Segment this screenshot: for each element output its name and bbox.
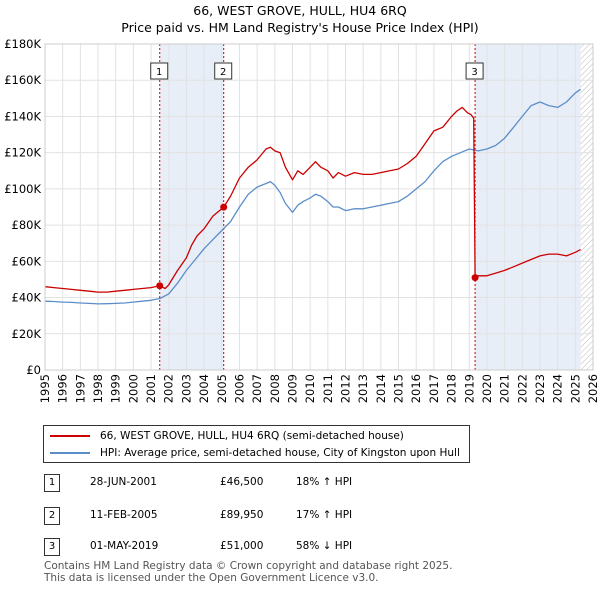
legend-swatch-property (50, 435, 90, 437)
legend-item-hpi: HPI: Average price, semi-detached house,… (44, 444, 460, 462)
x-tick-label: 2024 (551, 374, 565, 403)
x-tick-label: 2014 (374, 374, 388, 403)
forecast-hatch (580, 44, 593, 370)
x-tick-label: 2020 (480, 374, 494, 403)
x-tick-label: 1999 (109, 374, 123, 403)
sale-point (471, 274, 479, 282)
x-tick-label: 2017 (427, 374, 441, 403)
x-tick-label: 2019 (462, 374, 476, 403)
sale-marker-box (465, 62, 484, 80)
y-tick-label: £0 (26, 363, 41, 377)
x-tick-label: 2013 (356, 374, 370, 403)
x-tick-label: 2002 (162, 374, 176, 403)
transaction-hpi: 58% ↓ HPI (296, 540, 353, 552)
x-tick-label: 1995 (38, 374, 52, 403)
chart-legend: 66, WEST GROVE, HULL, HU4 6RQ (semi-deta… (43, 425, 470, 463)
x-tick-label: 2000 (126, 374, 140, 403)
sale-marker-box (150, 62, 169, 80)
y-tick-label: £20K (12, 327, 42, 341)
x-tick-label: 2005 (215, 374, 229, 403)
transaction-price: £51,000 (220, 540, 264, 552)
x-tick-label: 2015 (392, 374, 406, 403)
x-tick-label: 2010 (303, 374, 317, 403)
transaction-number: 1 (44, 474, 60, 492)
legend-swatch-hpi (50, 452, 90, 454)
y-tick-label: £40K (12, 291, 42, 305)
x-tick-label: 2008 (268, 374, 282, 403)
transaction-date: 01-MAY-2019 (90, 540, 159, 552)
legend-label-hpi: HPI: Average price, semi-detached house,… (100, 447, 460, 459)
transaction-number: 2 (44, 507, 60, 525)
x-tick-label: 2009 (285, 374, 299, 403)
y-tick-label: £140K (4, 109, 41, 123)
footer-licence: This data is licensed under the Open Gov… (44, 572, 379, 584)
sale-marker-box (214, 62, 233, 80)
x-tick-label: 2003 (179, 374, 193, 403)
y-tick-label: £100K (4, 182, 41, 196)
x-tick-label: 2016 (409, 374, 423, 403)
transaction-hpi: 17% ↑ HPI (296, 509, 353, 521)
y-tick-label: £80K (12, 218, 42, 232)
sale-point (156, 282, 164, 290)
x-tick-label: 1997 (73, 374, 87, 403)
x-tick-label: 2011 (321, 374, 335, 403)
transaction-number: 3 (44, 538, 60, 556)
x-tick-label: 2006 (232, 374, 246, 403)
shaded-span (159, 44, 224, 370)
sale-marker-label: 2 (220, 67, 226, 78)
sale-marker-label: 1 (156, 67, 162, 78)
sale-marker-label: 3 (471, 67, 477, 78)
x-tick-label: 2025 (568, 374, 582, 403)
price-paid-line (44, 106, 581, 293)
y-tick-label: £180K (4, 37, 41, 51)
chart-subtitle: Price paid vs. HM Land Registry's House … (121, 20, 479, 35)
price-chart: 1 2 3 £0 £20K £40K £60K £80K £100K £120K £140K £16… (4, 37, 600, 403)
y-tick-label: £160K (4, 73, 41, 87)
y-tick-label: £120K (4, 146, 41, 160)
transaction-price: £89,950 (220, 509, 264, 521)
legend-label-property: 66, WEST GROVE, HULL, HU4 6RQ (semi-deta… (100, 430, 404, 442)
x-tick-label: 2022 (515, 374, 529, 403)
x-tick-label: 2021 (498, 374, 512, 403)
transaction-price: £46,500 (220, 476, 264, 488)
chart-title: 66, WEST GROVE, HULL, HU4 6RQ (193, 3, 407, 18)
plot-border (44, 43, 594, 371)
x-tick-label: 2004 (197, 374, 211, 403)
x-tick-label: 1996 (56, 374, 70, 403)
hpi-line (44, 88, 581, 305)
x-tick-label: 2018 (445, 374, 459, 403)
footer-copyright: Contains HM Land Registry data © Crown c… (44, 560, 453, 572)
shaded-span (475, 44, 581, 370)
x-tick-label: 2026 (586, 374, 600, 403)
x-tick-label: 2023 (533, 374, 547, 403)
transaction-hpi: 18% ↑ HPI (296, 476, 353, 488)
y-tick-label: £60K (12, 254, 42, 268)
transaction-date: 28-JUN-2001 (90, 476, 157, 488)
transaction-date: 11-FEB-2005 (90, 509, 158, 521)
legend-item-property: 66, WEST GROVE, HULL, HU4 6RQ (semi-deta… (44, 427, 404, 445)
x-tick-label: 2012 (339, 374, 353, 403)
x-tick-label: 2001 (144, 374, 158, 403)
x-tick-label: 1998 (91, 374, 105, 403)
sale-point (220, 203, 228, 211)
x-tick-label: 2007 (250, 374, 264, 403)
